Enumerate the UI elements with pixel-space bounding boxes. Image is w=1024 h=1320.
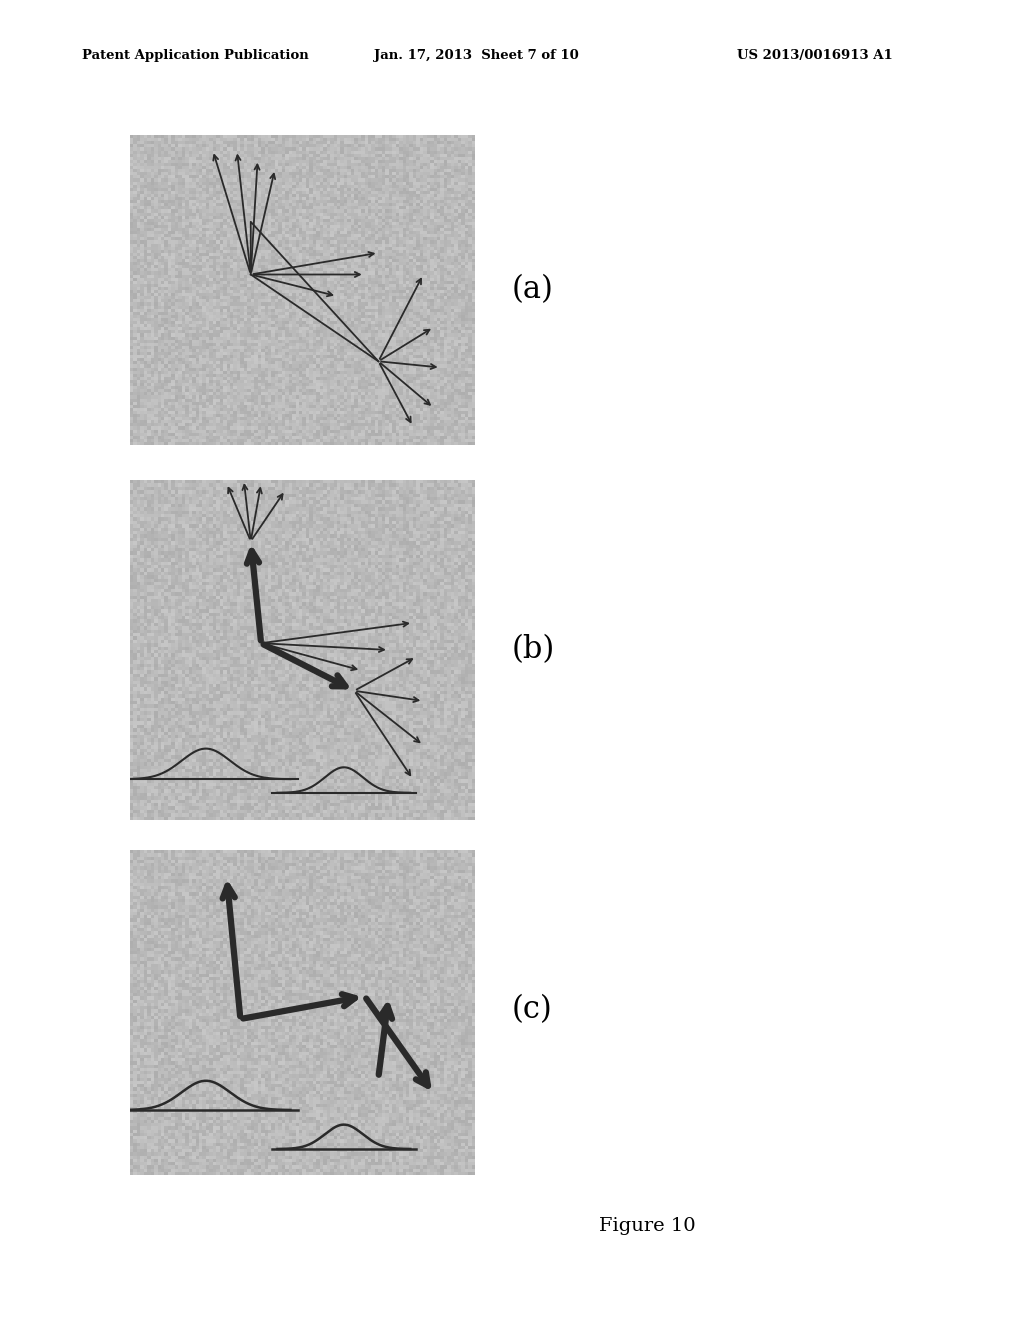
Text: Jan. 17, 2013  Sheet 7 of 10: Jan. 17, 2013 Sheet 7 of 10 — [374, 49, 579, 62]
Text: (a): (a) — [512, 275, 554, 305]
Text: US 2013/0016913 A1: US 2013/0016913 A1 — [737, 49, 893, 62]
Text: (b): (b) — [512, 635, 555, 665]
Text: (c): (c) — [512, 994, 553, 1026]
Text: Figure 10: Figure 10 — [599, 1217, 695, 1236]
Text: Patent Application Publication: Patent Application Publication — [82, 49, 308, 62]
